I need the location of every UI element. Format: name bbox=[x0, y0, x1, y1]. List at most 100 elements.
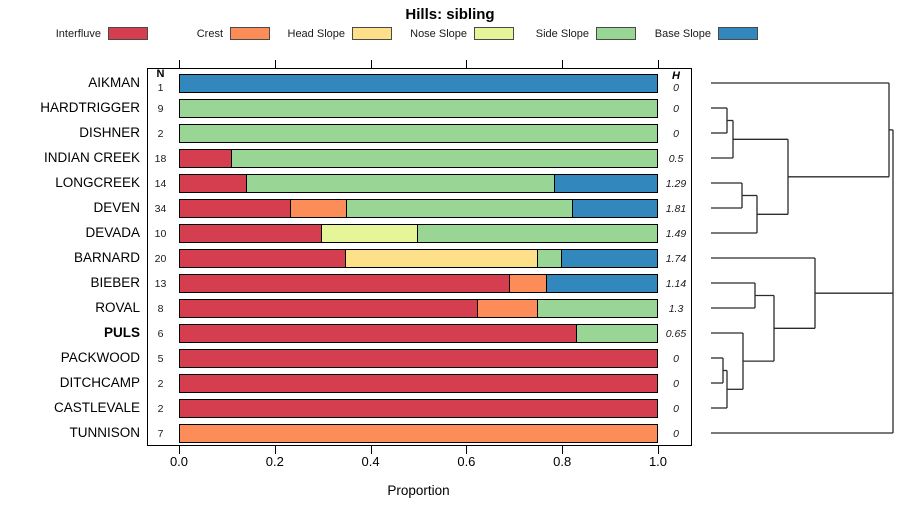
bar-segment bbox=[476, 298, 539, 318]
bar-segment bbox=[345, 248, 539, 268]
bar-segment bbox=[179, 173, 248, 193]
h-value: 1.81 bbox=[665, 203, 687, 215]
bar-segment bbox=[179, 198, 292, 218]
n-value: 9 bbox=[157, 103, 164, 115]
h-value: 0 bbox=[673, 353, 679, 365]
h-column-header: H bbox=[672, 70, 680, 82]
bar-segment bbox=[179, 98, 658, 118]
stacked-bar bbox=[179, 373, 658, 393]
stacked-bar bbox=[179, 248, 658, 268]
legend-label: Head Slope bbox=[287, 28, 346, 40]
row-label: HARDTRIGGER bbox=[40, 100, 140, 115]
h-value: 1.29 bbox=[665, 178, 687, 190]
row-label: CASTLEVALE bbox=[53, 400, 140, 415]
n-value: 7 bbox=[157, 428, 164, 440]
bar-segment bbox=[321, 223, 419, 243]
row-label: PULS bbox=[103, 325, 140, 340]
stacked-bar bbox=[179, 98, 658, 118]
axis-tick bbox=[179, 446, 180, 454]
row-label: LONGCREEK bbox=[55, 175, 140, 190]
n-value: 10 bbox=[154, 228, 167, 240]
axis-tick bbox=[370, 60, 372, 68]
bar-segment bbox=[179, 348, 658, 368]
h-value: 0.5 bbox=[668, 153, 684, 165]
stacked-bar bbox=[179, 123, 658, 143]
row-label: BIEBER bbox=[90, 275, 140, 290]
axis-tick-label: 1.0 bbox=[648, 454, 668, 469]
stacked-bar bbox=[179, 273, 658, 293]
row-label: PACKWOOD bbox=[60, 350, 140, 365]
bar-segment bbox=[508, 273, 548, 293]
legend-swatch bbox=[596, 27, 636, 40]
h-value: 0 bbox=[673, 403, 679, 415]
bar-segment bbox=[179, 373, 658, 393]
row-label: INDIAN CREEK bbox=[43, 150, 140, 165]
bar-segment bbox=[179, 123, 658, 143]
row-label: TUNNISON bbox=[69, 425, 141, 440]
h-value: 0 bbox=[673, 82, 679, 94]
stacked-bar bbox=[179, 198, 658, 218]
n-value: 13 bbox=[154, 278, 167, 290]
stacked-bar bbox=[179, 348, 658, 368]
axis-tick bbox=[466, 446, 468, 454]
stacked-bar bbox=[179, 173, 658, 193]
bar-segment bbox=[179, 423, 658, 443]
n-value: 1 bbox=[157, 82, 164, 94]
axis-tick bbox=[370, 446, 372, 454]
bar-segment bbox=[346, 198, 574, 218]
row-label: DEVADA bbox=[85, 225, 140, 240]
h-value: 1.14 bbox=[665, 278, 687, 290]
bar-segment bbox=[179, 298, 479, 318]
bar-segment bbox=[416, 223, 658, 243]
legend-swatch bbox=[230, 27, 270, 40]
axis-tick-label: 0.8 bbox=[553, 454, 572, 469]
n-value: 5 bbox=[157, 353, 164, 365]
h-value: 0.65 bbox=[665, 328, 687, 340]
h-value: 1.3 bbox=[668, 303, 684, 315]
bar-segment bbox=[576, 323, 658, 343]
bar-segment bbox=[553, 173, 658, 193]
legend-label: Side Slope bbox=[535, 28, 589, 40]
axis-tick bbox=[466, 60, 468, 68]
stacked-bar bbox=[179, 73, 658, 93]
n-value: 2 bbox=[157, 378, 164, 390]
stacked-bar bbox=[179, 398, 658, 418]
n-value: 14 bbox=[154, 178, 167, 190]
legend-label: Nose Slope bbox=[410, 28, 467, 40]
n-value: 2 bbox=[157, 128, 164, 140]
row-label: AIKMAN bbox=[88, 75, 140, 90]
legend-label: Base Slope bbox=[654, 28, 711, 40]
h-value: 0 bbox=[673, 128, 679, 140]
plot-panel-border bbox=[146, 67, 692, 446]
bar-segment bbox=[179, 398, 658, 418]
legend-swatch bbox=[352, 27, 392, 40]
bar-segment bbox=[536, 248, 563, 268]
stacked-bar bbox=[179, 423, 658, 443]
h-value: 1.49 bbox=[665, 228, 687, 240]
stacked-bar bbox=[179, 223, 658, 243]
x-axis-title: Proportion bbox=[387, 483, 450, 498]
axis-tick bbox=[274, 60, 276, 68]
row-label: DEVEN bbox=[93, 200, 140, 215]
bar-segment bbox=[545, 273, 658, 293]
row-label: BARNARD bbox=[73, 250, 140, 265]
bar-segment bbox=[289, 198, 349, 218]
legend-swatch bbox=[108, 27, 148, 40]
bar-segment bbox=[560, 248, 658, 268]
stacked-bar bbox=[179, 323, 658, 343]
bar-segment bbox=[179, 73, 658, 93]
bar-segment bbox=[179, 323, 578, 343]
h-value: 0 bbox=[673, 103, 679, 115]
bar-segment bbox=[179, 148, 233, 168]
axis-tick bbox=[658, 60, 659, 68]
legend-swatch bbox=[718, 27, 758, 40]
bar-segment bbox=[230, 148, 658, 168]
n-value: 20 bbox=[154, 253, 167, 265]
dendrogram bbox=[711, 82, 894, 434]
legend-label: Interfluve bbox=[55, 28, 101, 40]
stacked-bar bbox=[179, 298, 658, 318]
stacked-bar bbox=[179, 148, 658, 168]
bar-segment bbox=[179, 248, 347, 268]
axis-tick bbox=[658, 446, 659, 454]
axis-tick bbox=[562, 60, 564, 68]
